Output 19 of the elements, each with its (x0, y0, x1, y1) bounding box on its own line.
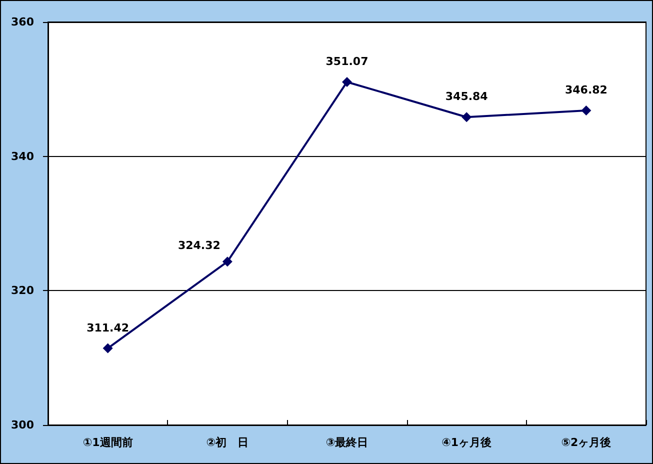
point (462, 112, 472, 122)
data-label: 346.82 (564, 84, 608, 97)
data-label: 351.07 (326, 54, 368, 68)
y-tick-label: 300 (11, 418, 34, 432)
y-tick-label: 320 (11, 284, 34, 298)
x-tick-label: ②初 日 (206, 436, 249, 449)
point (102, 343, 113, 354)
y-tick-label: 340 (11, 150, 34, 163)
x-tick-label: ④1ヶ月後 (442, 436, 492, 449)
data-label: 324.32 (178, 239, 220, 252)
x-tick-label: ③最終日 (326, 436, 368, 449)
point (342, 76, 352, 87)
y-tick-label: 360 (11, 16, 34, 28)
data-label: 311.42 (86, 321, 130, 334)
point (222, 256, 232, 267)
x-tick-label: ⑤2ヶ月後 (561, 436, 612, 449)
x-tick-label: ①1週間前 (82, 436, 133, 449)
point (581, 106, 592, 116)
data-label: 345.84 (445, 90, 488, 104)
